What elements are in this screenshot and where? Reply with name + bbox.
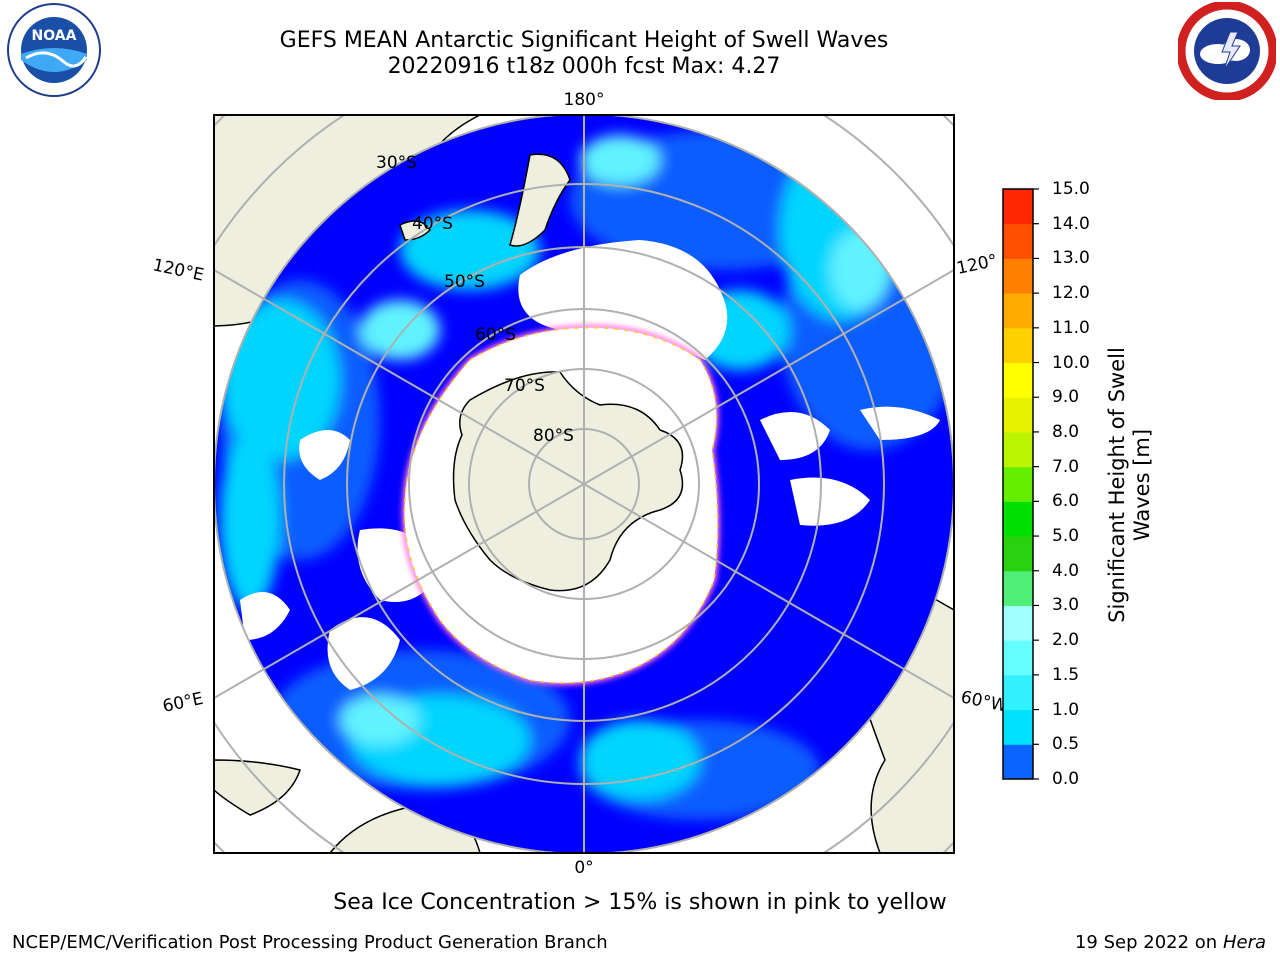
lon-label-60w: 60°W <box>959 687 1009 716</box>
colorbar-segment <box>1003 466 1033 502</box>
colorbar-segment <box>1003 223 1033 259</box>
footer-machine: Hera <box>1222 932 1266 953</box>
colorbar-tick-label: 12.0 <box>1052 283 1090 304</box>
colorbar-segment <box>1003 327 1033 364</box>
colorbar <box>1002 188 1039 780</box>
colorbar-segment <box>1003 189 1033 225</box>
colorbar-segment <box>1003 744 1033 780</box>
colorbar-segment <box>1003 674 1033 711</box>
antarctica-land <box>452 371 684 592</box>
lat-label-30s: 30°S <box>376 153 417 173</box>
colorbar-segment <box>1003 536 1033 572</box>
graticule <box>214 115 954 853</box>
footer-date: 19 Sep 2022 on Hera <box>1075 932 1266 953</box>
colorbar-tick-label: 0.5 <box>1052 734 1080 755</box>
colorbar-tick-label: 10.0 <box>1052 352 1090 373</box>
colorbar-segment <box>1003 640 1033 676</box>
colorbar-tick-label: 2.0 <box>1052 630 1080 651</box>
lat-label-80s: 80°S <box>533 426 574 446</box>
colorbar-tick-label: 5.0 <box>1052 526 1080 547</box>
lon-label-120w: 120° <box>955 251 999 279</box>
colorbar-frame <box>1002 188 1034 780</box>
colorbar-segment <box>1003 258 1033 294</box>
map-frame <box>213 114 955 854</box>
nws-logo <box>1178 2 1276 100</box>
colorbar-segment <box>1003 397 1033 433</box>
colorbar-tick-label: 7.0 <box>1052 456 1080 477</box>
lat-label-50s: 50°S <box>444 272 485 292</box>
colorbar-segment <box>1003 362 1033 398</box>
lon-label-60e: 60°E <box>161 689 205 717</box>
colorbar-tick-label: 1.0 <box>1052 699 1080 720</box>
lat-label-40s: 40°S <box>412 214 453 234</box>
svg-text:NOAA: NOAA <box>32 28 77 44</box>
map-title: GEFS MEAN Antarctic Significant Height o… <box>279 28 889 53</box>
colorbar-segment <box>1003 501 1033 537</box>
colorbar-segment <box>1003 605 1033 641</box>
colorbar-segment <box>1003 570 1033 606</box>
colorbar-segment <box>1003 431 1033 468</box>
colorbar-segment <box>1003 709 1033 745</box>
colorbar-tick-label: 13.0 <box>1052 248 1090 269</box>
colorbar-tick-label: 4.0 <box>1052 560 1080 581</box>
lon-label-120e: 120°E <box>151 255 206 285</box>
colorbar-tick-label: 15.0 <box>1052 179 1090 199</box>
lon-label-180: 180° <box>564 90 605 110</box>
lon-label-0: 0° <box>574 858 593 878</box>
colorbar-tick-label: 8.0 <box>1052 421 1080 442</box>
colorbar-tick-label: 6.0 <box>1052 491 1080 512</box>
colorbar-label: Significant Height of Swell Waves [m] <box>1105 347 1154 623</box>
footer-date-text: 19 Sep 2022 on <box>1074 932 1218 953</box>
map-subtitle: 20220916 t18z 000h fcst Max: 4.27 <box>387 54 781 79</box>
colorbar-tick-label: 9.0 <box>1052 387 1080 408</box>
noaa-logo: NOAA <box>7 3 101 97</box>
sea-ice-note: Sea Ice Concentration > 15% is shown in … <box>333 890 947 915</box>
colorbar-segment <box>1003 293 1033 329</box>
footer-branch: NCEP/EMC/Verification Post Processing Pr… <box>12 932 608 953</box>
colorbar-tick-label: 3.0 <box>1052 595 1080 616</box>
colorbar-tick-label: 14.0 <box>1052 213 1090 234</box>
colorbar-tick-label: 0.0 <box>1052 769 1080 789</box>
lat-label-60s: 60°S <box>475 325 516 345</box>
colorbar-tick-label: 1.5 <box>1052 664 1080 685</box>
lat-label-70s: 70°S <box>504 376 545 396</box>
colorbar-tick-label: 11.0 <box>1052 317 1090 338</box>
